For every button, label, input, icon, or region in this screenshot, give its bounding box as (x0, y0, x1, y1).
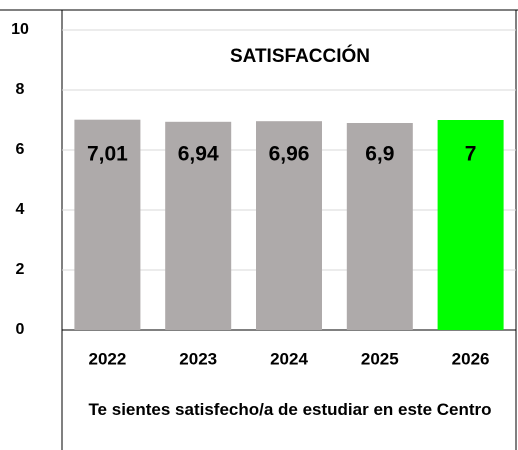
y-tick-label: 6 (16, 141, 25, 158)
y-tick-label: 0 (16, 321, 25, 338)
bar (437, 120, 504, 330)
chart-title: SATISFACCIÓN (230, 45, 370, 67)
bar (165, 121, 232, 330)
x-tick-label: 2023 (179, 349, 217, 368)
y-tick-label: 10 (11, 21, 29, 38)
data-label: 6,96 (269, 143, 310, 166)
y-tick-label: 4 (16, 201, 25, 218)
y-tick-label: 8 (16, 81, 25, 98)
x-tick-label: 2025 (361, 349, 399, 368)
bar (346, 123, 413, 330)
data-label: 6,94 (178, 143, 219, 166)
x-tick-label: 2026 (452, 349, 490, 368)
x-tick-label: 2022 (88, 349, 126, 368)
x-tick-label: 2024 (270, 349, 308, 368)
data-label: 7 (465, 143, 477, 166)
data-label: 6,9 (365, 143, 394, 166)
y-tick-label: 2 (16, 261, 25, 278)
x-axis-title: Te sientes satisfecho/a de estudiar en e… (88, 400, 492, 419)
bar (256, 121, 322, 330)
bar (74, 119, 141, 330)
data-label: 7,01 (87, 143, 128, 166)
